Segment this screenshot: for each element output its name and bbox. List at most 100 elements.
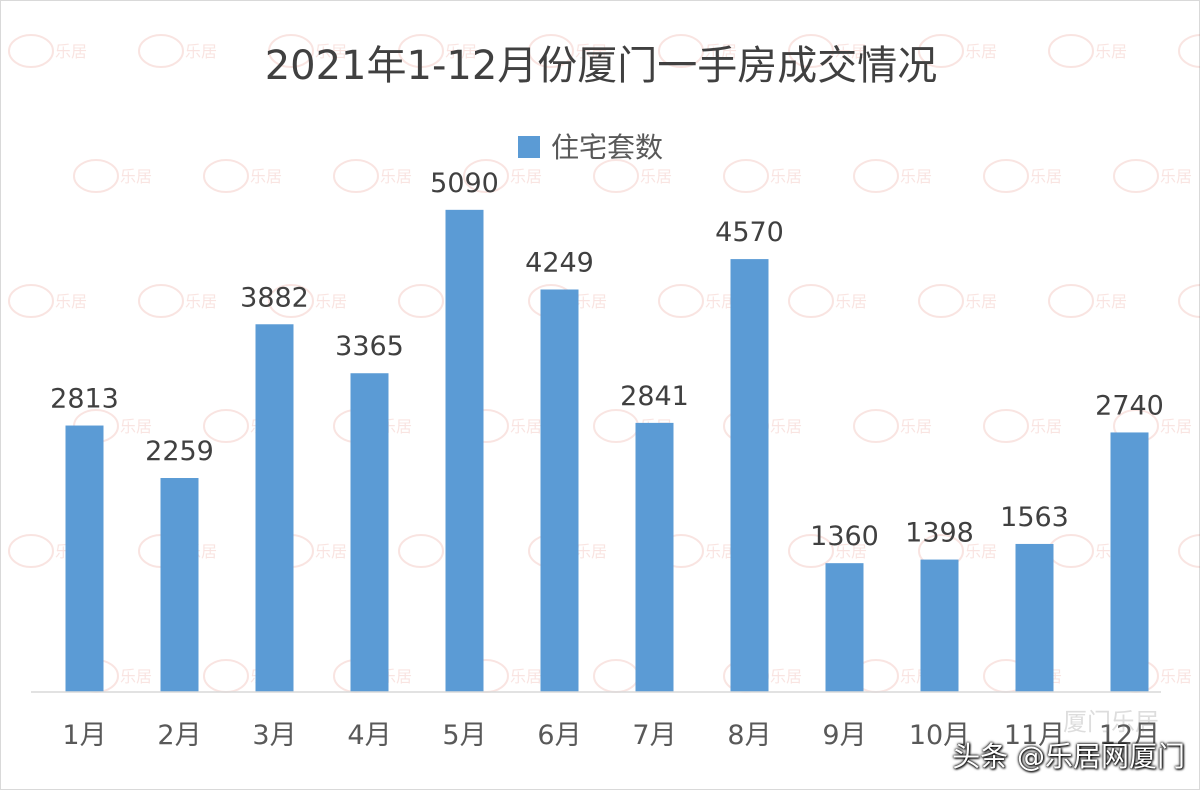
- watermark-logo: 乐居: [723, 159, 802, 193]
- watermark-logo: 乐居: [268, 284, 347, 318]
- watermark-logo: 乐居: [138, 34, 217, 68]
- bar: [730, 259, 769, 692]
- svg-text:乐居: 乐居: [185, 42, 217, 61]
- watermark-logo: 乐居: [983, 159, 1062, 193]
- watermark-logo: 乐居: [593, 159, 672, 193]
- x-tick-label: 12月: [1099, 720, 1160, 751]
- legend: 住宅套数: [518, 131, 663, 164]
- svg-text:乐居: 乐居: [55, 292, 87, 311]
- x-tick-label: 3月: [252, 720, 296, 751]
- x-tick-label: 1月: [62, 720, 106, 751]
- data-label: 4570: [715, 217, 784, 248]
- watermark-logo: 乐居: [918, 34, 997, 68]
- svg-text:乐居: 乐居: [1160, 167, 1192, 186]
- svg-text:乐居: 乐居: [835, 42, 867, 61]
- bar: [1110, 432, 1149, 692]
- svg-text:乐居: 乐居: [965, 42, 997, 61]
- svg-text:乐居: 乐居: [445, 42, 477, 61]
- data-label: 4249: [525, 248, 594, 279]
- bar: [1015, 543, 1054, 692]
- watermark-logo: 乐居: [8, 34, 87, 68]
- x-tick-label: 8月: [727, 720, 771, 751]
- svg-text:乐居: 乐居: [1160, 667, 1192, 686]
- svg-text:乐居: 乐居: [965, 542, 997, 561]
- svg-text:乐居: 乐居: [900, 417, 932, 436]
- watermark-logo: 乐居: [853, 409, 932, 443]
- svg-text:乐居: 乐居: [965, 292, 997, 311]
- watermark-logo: 乐居: [853, 659, 932, 693]
- legend-label: 住宅套数: [551, 131, 663, 164]
- svg-text:乐居: 乐居: [770, 667, 802, 686]
- svg-text:乐居: 乐居: [120, 167, 152, 186]
- data-label: 2740: [1095, 390, 1164, 421]
- bar: [350, 373, 389, 692]
- svg-text:乐居: 乐居: [250, 167, 282, 186]
- data-label: 3365: [335, 331, 404, 362]
- watermark-logo: 乐居: [268, 34, 347, 68]
- watermark-logo: 乐居: [398, 34, 477, 68]
- data-label: 1360: [810, 521, 879, 552]
- x-tick-label: 2月: [157, 720, 201, 751]
- data-label: 3882: [240, 282, 309, 313]
- watermark-logo: 乐居: [1048, 34, 1127, 68]
- data-labels: 2813 2259 3882 3365 5090 4249 2841 4570 1360 1398…: [50, 168, 1164, 552]
- svg-text:乐居: 乐居: [770, 167, 802, 186]
- svg-text:乐居: 乐居: [185, 292, 217, 311]
- watermark-logo: 乐居: [788, 34, 867, 68]
- svg-text:乐居: 乐居: [705, 292, 737, 311]
- x-tick-label: 5月: [442, 720, 486, 751]
- svg-text:乐居: 乐居: [575, 42, 607, 61]
- source-watermark: 头条 @乐居网厦门: [952, 740, 1185, 773]
- watermark-logo: 乐居: [8, 284, 87, 318]
- svg-text:乐居: 乐居: [1160, 417, 1192, 436]
- svg-text:乐居: 乐居: [575, 292, 607, 311]
- svg-text:乐居: 乐居: [835, 292, 867, 311]
- x-tick-label: 4月: [347, 720, 391, 751]
- watermark-logo: 乐居: [1178, 34, 1200, 68]
- watermark-logo: 乐居: [1178, 534, 1200, 568]
- bar: [160, 478, 199, 692]
- watermark-logo: 乐居: [788, 284, 867, 318]
- svg-text:乐居: 乐居: [575, 542, 607, 561]
- watermark-logo: 乐居: [918, 284, 997, 318]
- bar: [255, 324, 294, 692]
- svg-text:乐居: 乐居: [705, 42, 737, 61]
- svg-text:乐居: 乐居: [510, 667, 542, 686]
- svg-text:乐居: 乐居: [510, 167, 542, 186]
- svg-text:乐居: 乐居: [1095, 42, 1127, 61]
- data-label: 2259: [145, 436, 214, 467]
- svg-text:乐居: 乐居: [120, 667, 152, 686]
- svg-text:乐居: 乐居: [1030, 167, 1062, 186]
- bar: [445, 209, 484, 692]
- watermark-logo: 乐居: [528, 34, 607, 68]
- svg-text:乐居: 乐居: [835, 542, 867, 561]
- bar: [635, 422, 674, 692]
- x-tick-label: 6月: [537, 720, 581, 751]
- legend-swatch: [518, 136, 540, 158]
- watermark-logo: 乐居: [1178, 284, 1200, 318]
- svg-text:乐居: 乐居: [1095, 292, 1127, 311]
- bar: [65, 425, 104, 692]
- watermark-logo: 乐居: [983, 409, 1062, 443]
- watermark-logo: 乐居: [658, 34, 737, 68]
- watermark-logo: 乐居: [138, 284, 217, 318]
- watermark-logo: 乐居: [333, 159, 412, 193]
- watermark-logo: 乐居: [73, 159, 152, 193]
- watermark-logo: 乐居: [203, 159, 282, 193]
- svg-text:乐居: 乐居: [510, 417, 542, 436]
- bar: [825, 563, 864, 692]
- x-tick-label: 7月: [632, 720, 676, 751]
- svg-text:乐居: 乐居: [380, 167, 412, 186]
- svg-text:乐居: 乐居: [705, 542, 737, 561]
- watermark-logo: 乐居: [788, 534, 867, 568]
- data-label: 1563: [1000, 502, 1069, 533]
- svg-text:乐居: 乐居: [55, 42, 87, 61]
- chart-title: 2021年1-12月份厦门一手房成交情况: [265, 43, 938, 89]
- svg-text:乐居: 乐居: [1030, 417, 1062, 436]
- data-label: 2813: [50, 384, 119, 415]
- bar: [540, 289, 579, 692]
- watermark-logo: 乐居: [463, 159, 542, 193]
- x-tick-label: 9月: [822, 720, 866, 751]
